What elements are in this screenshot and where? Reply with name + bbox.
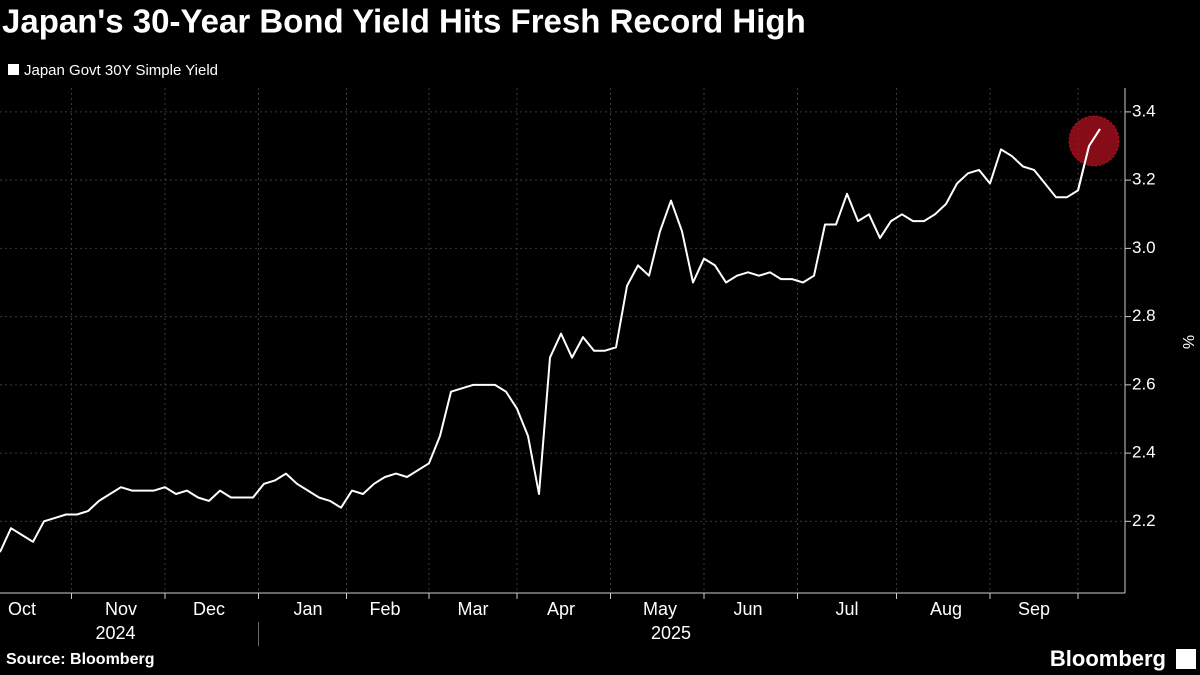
y-tick-label: 2.8 <box>1132 306 1156 325</box>
x-tick-label: May <box>643 599 677 619</box>
y-tick-label: 2.6 <box>1132 374 1156 393</box>
legend-label: Japan Govt 30Y Simple Yield <box>24 62 218 79</box>
line <box>0 128 1101 553</box>
brand-icon <box>1176 649 1196 669</box>
x-tick-label: Nov <box>105 599 137 619</box>
y-tick-label: 3.4 <box>1132 101 1156 120</box>
y-axis-label: % <box>1179 335 1196 349</box>
brand: Bloomberg <box>1050 646 1166 671</box>
x-tick-label: Jul <box>835 599 858 619</box>
x-group-label: 2024 <box>95 623 135 643</box>
y-tick-label: 3.2 <box>1132 170 1156 189</box>
x-tick-label: Jan <box>293 599 322 619</box>
x-group-label: 2025 <box>651 623 691 643</box>
x-tick-label: Sep <box>1018 599 1050 619</box>
x-tick-label: Apr <box>547 599 575 619</box>
x-tick-label: Feb <box>369 599 400 619</box>
x-tick-label: Dec <box>193 599 225 619</box>
source: Source: Bloomberg <box>6 651 154 668</box>
x-tick-label: Jun <box>733 599 762 619</box>
y-tick-label: 2.4 <box>1132 443 1156 462</box>
x-tick-label: Aug <box>930 599 962 619</box>
x-tick-label: Oct <box>8 599 36 619</box>
legend-swatch <box>8 64 19 75</box>
highlight <box>1068 115 1120 167</box>
line-top <box>1077 128 1101 191</box>
chart-title: Japan's 30-Year Bond Yield Hits Fresh Re… <box>2 3 806 40</box>
x-tick-label: Mar <box>458 599 489 619</box>
y-tick-label: 2.2 <box>1132 511 1156 530</box>
y-tick-label: 3.0 <box>1132 238 1156 257</box>
